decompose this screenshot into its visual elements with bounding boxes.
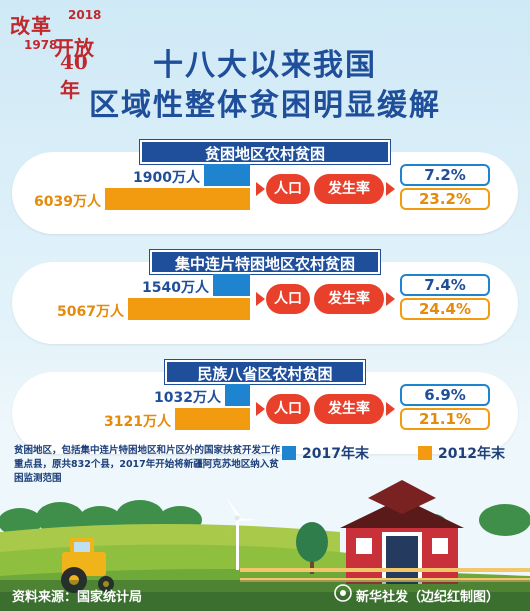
logo-year-start: 1978 [24,38,58,52]
section-title: 民族八省区农村贫困 [165,360,365,384]
incidence-label: 发生率 [314,284,384,314]
xinhua-logo-icon [334,584,352,602]
population-label: 人口 [266,284,310,314]
legend-label-2017: 2017年末 [302,446,369,462]
incidence-value: 24.4% [400,298,490,320]
page-title-line2: 区域性整体贫困明显缓解 [89,88,441,123]
incidence-value: 7.2% [400,164,490,186]
arrow-icon [256,402,265,416]
population-label: 人口 [266,394,310,424]
arrow-icon [256,182,265,196]
legend-label-2012: 2012年末 [438,446,505,462]
footnote: 贫困地区，包括集中连片特困地区和片区外的国家扶贫开发工作重点县，原共832个县，… [14,445,281,484]
incidence-value: 7.4% [400,274,490,296]
logo-anniversary: 40年 [60,50,88,102]
population-bar-2012年末 [175,408,250,430]
population-value: 1900万人 [133,170,200,186]
legend-swatch-2017 [282,446,296,460]
tree-icon [296,522,328,574]
wind-turbine-icon [226,496,258,570]
incidence-value: 6.9% [400,384,490,406]
population-label: 人口 [266,174,310,204]
incidence-label: 发生率 [314,174,384,204]
population-value: 6039万人 [34,194,101,210]
arrow-icon [386,402,395,416]
credit-text: 新华社发（边纪红制图） [356,590,500,605]
population-value: 1540万人 [142,280,209,296]
logo: 改革 2018 1978 开放 40年 [10,8,105,102]
source-text: 资料来源：国家统计局 [12,590,143,605]
population-bar-2017年末 [213,274,250,296]
logo-line2: 开放 [54,36,94,60]
tractor-icon [61,538,114,593]
arrow-icon [256,292,265,306]
logo-year-end: 2018 [68,8,102,22]
population-bar-2012年末 [105,188,250,210]
page-title-line1: 十八大以来我国 [153,48,377,83]
landscape-illustration [0,480,530,611]
section-title: 集中连片特困地区农村贫困 [150,250,380,274]
logo-line1: 改革 [10,14,52,38]
incidence-value: 21.1% [400,408,490,430]
incidence-label: 发生率 [314,394,384,424]
section-title: 贫困地区农村贫困 [140,140,390,164]
arrow-icon [386,292,395,306]
barn-icon [340,480,464,584]
population-value: 5067万人 [57,304,124,320]
arrow-icon [386,182,395,196]
incidence-value: 23.2% [400,188,490,210]
population-value: 1032万人 [154,390,221,406]
population-bar-2012年末 [128,298,250,320]
population-bar-2017年末 [204,164,250,186]
population-bar-2017年末 [225,384,250,406]
legend-swatch-2012 [418,446,432,460]
population-value: 3121万人 [104,414,171,430]
